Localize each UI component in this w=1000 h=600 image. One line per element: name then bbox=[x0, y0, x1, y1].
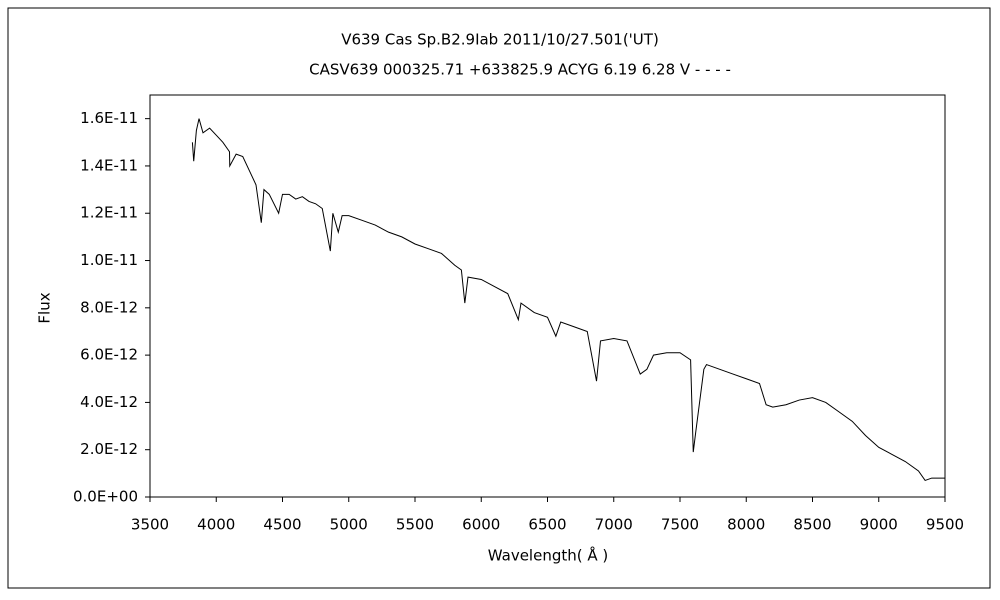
y-axis-label: Flux bbox=[36, 292, 54, 323]
x-tick-label: 9000 bbox=[860, 516, 898, 534]
x-tick-label: 8000 bbox=[727, 516, 765, 534]
y-tick-label: 1.2E-11 bbox=[80, 204, 138, 222]
chart-title: V639 Cas Sp.B2.9Iab 2011/10/27.501('UT) bbox=[341, 31, 659, 49]
y-tick-label: 4.0E-12 bbox=[80, 393, 138, 411]
chart-subtitle: CASV639 000325.71 +633825.9 ACYG 6.19 6.… bbox=[309, 61, 731, 79]
y-tick-label: 2.0E-12 bbox=[80, 440, 138, 458]
y-tick-label: 6.0E-12 bbox=[80, 346, 138, 364]
x-tick-label: 8500 bbox=[793, 516, 831, 534]
x-tick-label: 6500 bbox=[528, 516, 566, 534]
y-tick-label: 1.4E-11 bbox=[80, 156, 138, 174]
x-tick-label: 7000 bbox=[595, 516, 633, 534]
x-tick-label: 7500 bbox=[661, 516, 699, 534]
spectrum-line bbox=[191, 118, 945, 482]
x-tick-label: 9500 bbox=[926, 516, 964, 534]
x-tick-label: 4500 bbox=[263, 516, 301, 534]
x-tick-label: 5500 bbox=[396, 516, 434, 534]
y-tick-label: 8.0E-12 bbox=[80, 298, 138, 316]
chart-border bbox=[7, 7, 991, 589]
x-tick-label: 4000 bbox=[197, 516, 235, 534]
y-tick-label: 0.0E+00 bbox=[73, 488, 138, 506]
x-tick-label: 3500 bbox=[131, 516, 169, 534]
x-axis-label: Wavelength( Å ) bbox=[488, 546, 608, 565]
y-tick-label: 1.0E-11 bbox=[80, 251, 138, 269]
x-tick-label: 5000 bbox=[330, 516, 368, 534]
y-tick-label: 1.6E-11 bbox=[80, 109, 138, 127]
x-tick-label: 6000 bbox=[462, 516, 500, 534]
